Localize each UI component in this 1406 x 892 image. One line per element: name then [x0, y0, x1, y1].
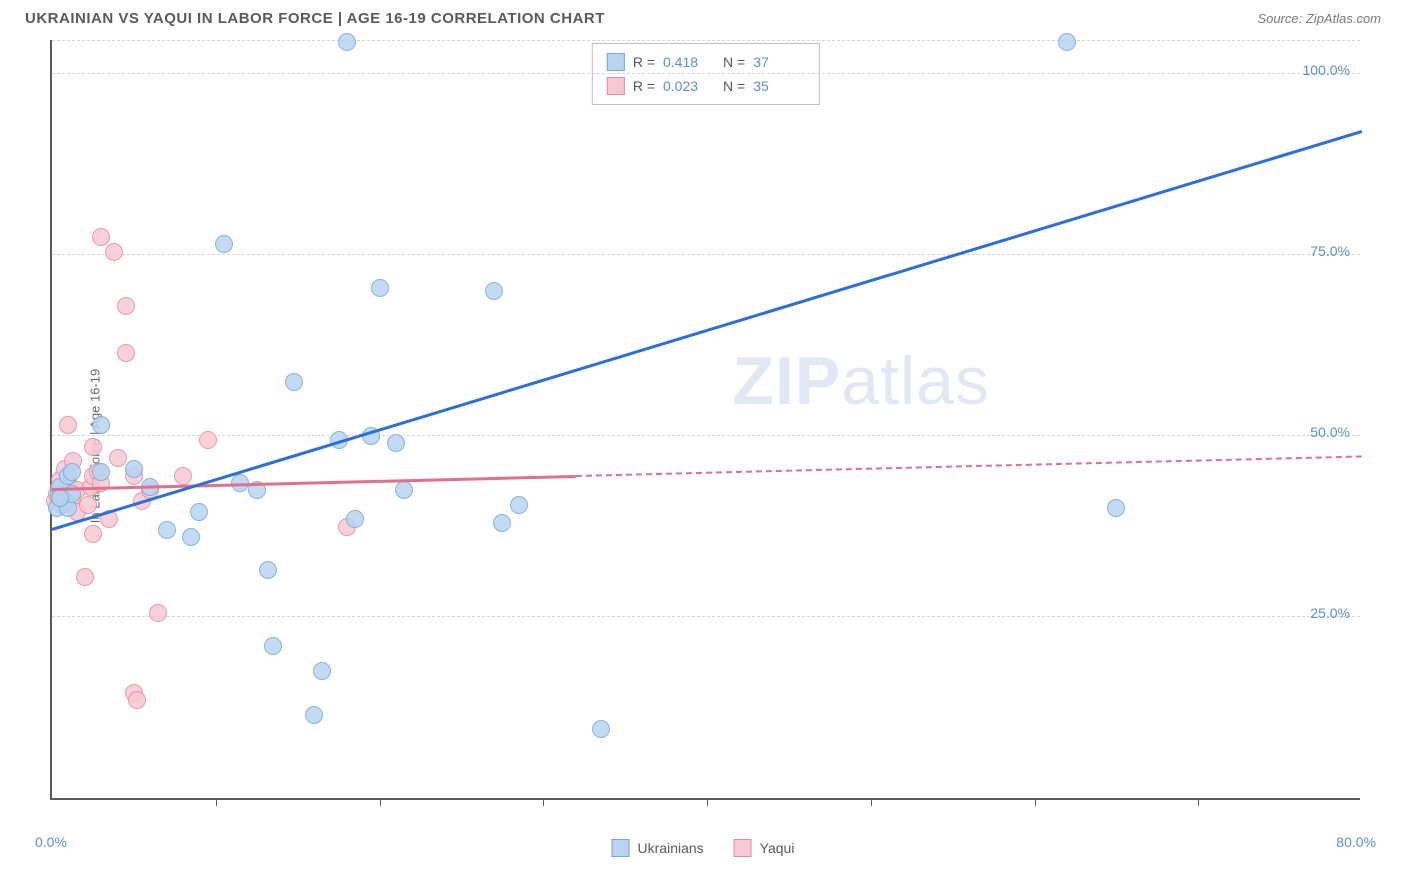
y-tick-label: 75.0%: [1310, 243, 1350, 259]
series-swatch: [607, 77, 625, 95]
scatter-point: [346, 510, 364, 528]
r-value: 0.023: [663, 78, 715, 94]
trend-line: [576, 456, 1362, 478]
scatter-point: [92, 463, 110, 481]
watermark-bold: ZIP: [733, 343, 842, 419]
scatter-point: [117, 297, 135, 315]
scatter-point: [182, 528, 200, 546]
gridline: [52, 435, 1360, 436]
legend-item: Ukrainians: [612, 839, 704, 857]
scatter-point: [59, 416, 77, 434]
scatter-point: [592, 720, 610, 738]
stats-row: R = 0.418 N = 37: [607, 50, 805, 74]
x-tick: [543, 798, 544, 806]
chart-title: UKRAINIAN VS YAQUI IN LABOR FORCE | AGE …: [25, 10, 605, 27]
scatter-point: [215, 235, 233, 253]
scatter-point: [105, 243, 123, 261]
series-swatch: [607, 53, 625, 71]
n-value: 35: [753, 78, 805, 94]
gridline: [52, 40, 1360, 41]
x-tick: [380, 798, 381, 806]
scatter-point: [128, 691, 146, 709]
x-tick: [1198, 798, 1199, 806]
scatter-point: [51, 489, 69, 507]
scatter-point: [79, 496, 97, 514]
r-value: 0.418: [663, 54, 715, 70]
scatter-point: [125, 460, 143, 478]
scatter-point: [92, 416, 110, 434]
scatter-point: [387, 434, 405, 452]
scatter-point: [313, 662, 331, 680]
watermark: ZIPatlas: [733, 342, 990, 420]
x-axis-max-label: 80.0%: [1336, 834, 1376, 850]
gridline: [52, 254, 1360, 255]
gridline: [52, 616, 1360, 617]
y-tick-label: 100.0%: [1303, 62, 1350, 78]
legend: Ukrainians Yaqui: [612, 839, 795, 857]
scatter-point: [199, 431, 217, 449]
trend-line: [52, 130, 1363, 530]
plot-area: R = 0.418 N = 37 R = 0.023 N = 35 ZIPatlas 25.0…: [50, 40, 1360, 800]
legend-label: Ukrainians: [638, 840, 704, 856]
legend-swatch: [612, 839, 630, 857]
x-tick: [707, 798, 708, 806]
gridline: [52, 73, 1360, 74]
scatter-point: [84, 438, 102, 456]
scatter-point: [259, 561, 277, 579]
x-tick: [871, 798, 872, 806]
scatter-point: [149, 604, 167, 622]
source-attribution: Source: ZipAtlas.com: [1257, 11, 1381, 26]
header: UKRAINIAN VS YAQUI IN LABOR FORCE | AGE …: [25, 10, 1381, 27]
n-label: N =: [723, 54, 745, 70]
scatter-point: [190, 503, 208, 521]
x-axis-min-label: 0.0%: [35, 834, 67, 850]
scatter-point: [485, 282, 503, 300]
scatter-point: [109, 449, 127, 467]
scatter-point: [63, 463, 81, 481]
scatter-point: [1107, 499, 1125, 517]
scatter-point: [174, 467, 192, 485]
scatter-point: [117, 344, 135, 362]
x-tick: [1035, 798, 1036, 806]
scatter-point: [264, 637, 282, 655]
x-tick: [216, 798, 217, 806]
r-label: R =: [633, 78, 655, 94]
scatter-point: [338, 33, 356, 51]
scatter-point: [92, 228, 110, 246]
legend-item: Yaqui: [734, 839, 795, 857]
scatter-point: [395, 481, 413, 499]
n-value: 37: [753, 54, 805, 70]
y-tick-label: 50.0%: [1310, 424, 1350, 440]
watermark-rest: atlas: [841, 343, 990, 419]
n-label: N =: [723, 78, 745, 94]
stats-row: R = 0.023 N = 35: [607, 74, 805, 98]
legend-label: Yaqui: [760, 840, 795, 856]
scatter-point: [76, 568, 94, 586]
scatter-point: [158, 521, 176, 539]
scatter-point: [84, 525, 102, 543]
scatter-point: [305, 706, 323, 724]
scatter-point: [1058, 33, 1076, 51]
scatter-point: [493, 514, 511, 532]
legend-swatch: [734, 839, 752, 857]
scatter-point: [510, 496, 528, 514]
y-tick-label: 25.0%: [1310, 605, 1350, 621]
chart-container: UKRAINIAN VS YAQUI IN LABOR FORCE | AGE …: [0, 0, 1406, 892]
scatter-point: [371, 279, 389, 297]
scatter-point: [285, 373, 303, 391]
r-label: R =: [633, 54, 655, 70]
